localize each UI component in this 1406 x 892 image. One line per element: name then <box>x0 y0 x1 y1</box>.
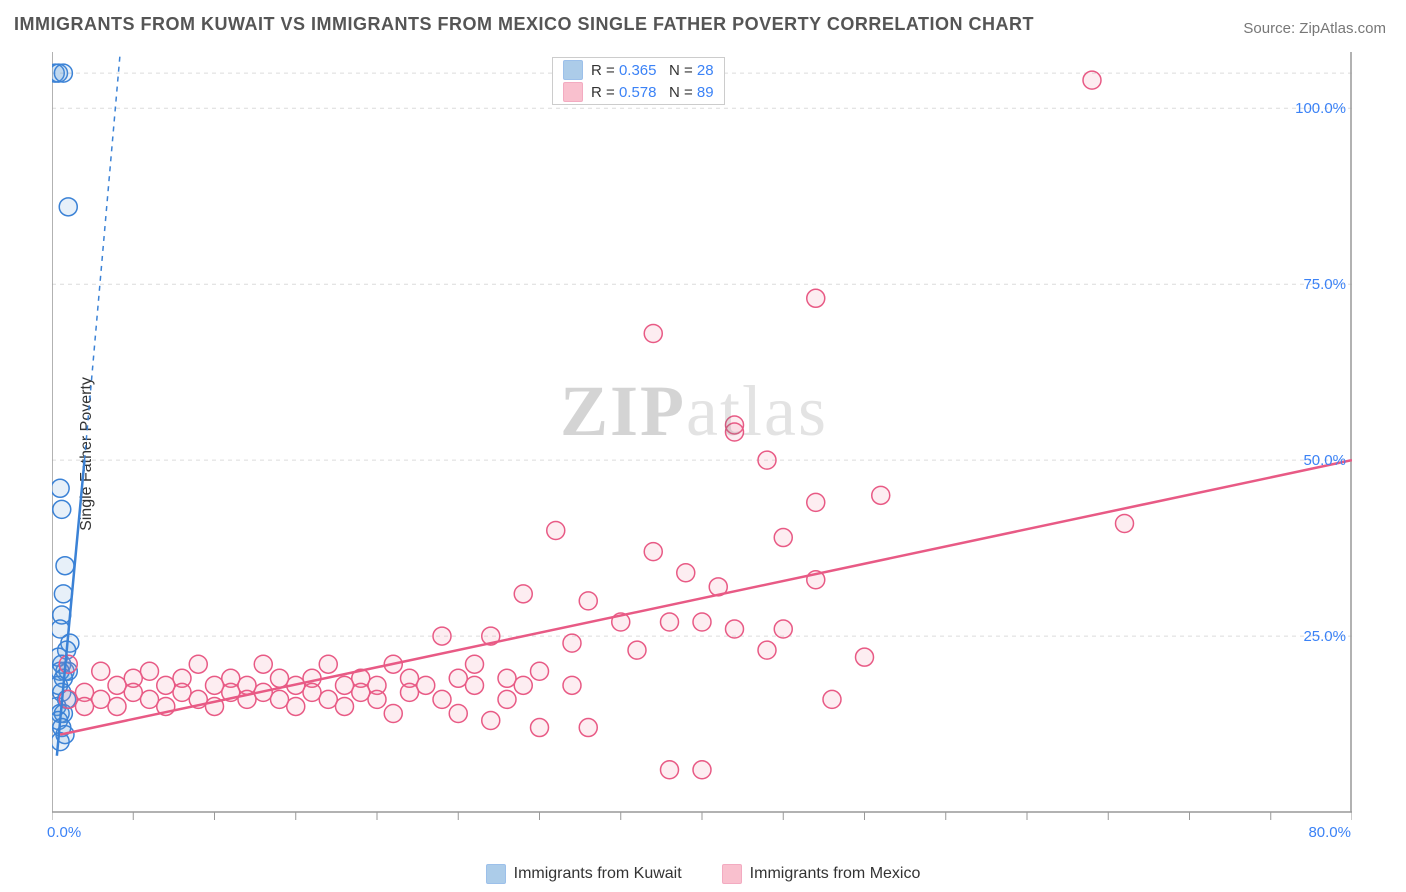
legend-label-kuwait: Immigrants from Kuwait <box>514 865 682 883</box>
series-legend: Immigrants from Kuwait Immigrants from M… <box>0 864 1406 884</box>
chart-title: IMMIGRANTS FROM KUWAIT VS IMMIGRANTS FRO… <box>14 14 1034 35</box>
legend-label-mexico: Immigrants from Mexico <box>750 865 921 883</box>
legend-swatch <box>563 82 583 102</box>
correlation-legend: R = 0.365 N = 28 R = 0.578 N = 89 <box>552 57 725 105</box>
source-name: ZipAtlas.com <box>1299 20 1386 37</box>
source-label: Source: <box>1243 20 1299 37</box>
y-tick-label: 75.0% <box>1303 276 1346 293</box>
legend-row-mexico: R = 0.578 N = 89 <box>563 82 714 102</box>
y-tick-label: 50.0% <box>1303 452 1346 469</box>
x-tick-label: 0.0% <box>47 824 81 841</box>
legend-stats: R = 0.578 N = 89 <box>591 84 714 101</box>
y-tick-label: 100.0% <box>1295 100 1346 117</box>
legend-item-kuwait: Immigrants from Kuwait <box>486 864 682 884</box>
x-tick-label: 80.0% <box>1308 824 1351 841</box>
legend-item-mexico: Immigrants from Mexico <box>722 864 921 884</box>
scatter-plot <box>52 52 1352 842</box>
legend-swatch-mexico <box>722 864 742 884</box>
y-tick-label: 25.0% <box>1303 628 1346 645</box>
legend-stats: R = 0.365 N = 28 <box>591 62 714 79</box>
legend-swatch-kuwait <box>486 864 506 884</box>
legend-swatch <box>563 60 583 80</box>
legend-row-kuwait: R = 0.365 N = 28 <box>563 60 714 80</box>
source-attribution: Source: ZipAtlas.com <box>1243 20 1386 37</box>
